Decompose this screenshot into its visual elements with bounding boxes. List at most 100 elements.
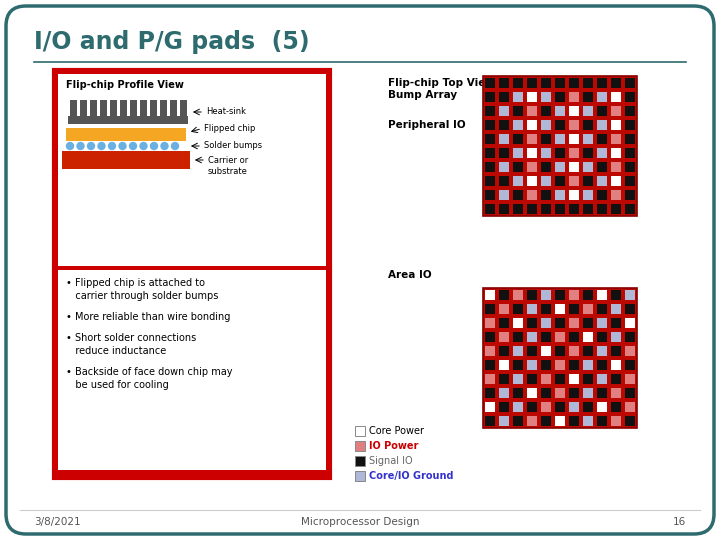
Bar xyxy=(569,318,580,328)
Bar xyxy=(569,332,580,342)
Bar xyxy=(554,120,565,130)
Bar xyxy=(499,374,509,384)
Bar xyxy=(526,176,537,186)
Bar xyxy=(554,92,565,102)
Bar xyxy=(541,346,552,356)
Bar xyxy=(541,388,552,399)
Bar xyxy=(597,360,607,370)
Bar xyxy=(54,70,330,478)
Bar xyxy=(541,332,552,342)
Bar xyxy=(625,416,635,426)
Bar xyxy=(625,204,635,214)
Bar xyxy=(569,78,580,89)
Bar xyxy=(485,388,495,399)
Text: Carrier or
substrate: Carrier or substrate xyxy=(208,156,248,176)
Bar xyxy=(625,176,635,186)
Text: Core/IO Ground: Core/IO Ground xyxy=(369,471,454,481)
Bar xyxy=(582,92,593,102)
Bar xyxy=(597,416,607,426)
Circle shape xyxy=(150,143,158,150)
Bar xyxy=(526,190,537,200)
Bar xyxy=(582,78,593,89)
Bar xyxy=(68,116,188,124)
Bar xyxy=(554,161,565,172)
Text: Signal IO: Signal IO xyxy=(369,456,413,466)
Bar xyxy=(499,120,509,130)
Bar xyxy=(485,374,495,384)
Bar xyxy=(513,416,523,426)
Bar xyxy=(526,289,537,300)
Bar xyxy=(611,78,621,89)
Bar xyxy=(485,416,495,426)
Bar xyxy=(541,147,552,158)
Bar xyxy=(160,100,167,118)
Bar xyxy=(513,289,523,300)
Bar xyxy=(513,360,523,370)
Bar xyxy=(569,106,580,116)
Bar xyxy=(541,161,552,172)
Bar xyxy=(611,176,621,186)
Text: Solder bumps: Solder bumps xyxy=(204,141,262,151)
Bar xyxy=(611,346,621,356)
Bar xyxy=(597,120,607,130)
Bar xyxy=(611,318,621,328)
Text: Area IO: Area IO xyxy=(388,270,431,280)
Circle shape xyxy=(161,143,168,150)
Bar xyxy=(513,402,523,413)
Text: Bump Array: Bump Array xyxy=(388,90,457,100)
Bar xyxy=(554,346,565,356)
Bar xyxy=(569,176,580,186)
Bar xyxy=(541,134,552,144)
Bar xyxy=(541,120,552,130)
Bar xyxy=(110,100,117,118)
Bar xyxy=(569,92,580,102)
Bar xyxy=(355,441,365,451)
Bar xyxy=(582,147,593,158)
Bar xyxy=(499,318,509,328)
Bar xyxy=(597,134,607,144)
Bar xyxy=(513,388,523,399)
Bar xyxy=(90,100,97,118)
Bar xyxy=(611,147,621,158)
Bar xyxy=(625,120,635,130)
Bar xyxy=(625,134,635,144)
Bar xyxy=(554,204,565,214)
Bar xyxy=(499,78,509,89)
Bar xyxy=(569,161,580,172)
Bar xyxy=(569,374,580,384)
Bar xyxy=(526,92,537,102)
Bar xyxy=(355,426,365,436)
Bar xyxy=(541,92,552,102)
Bar xyxy=(485,92,495,102)
Bar xyxy=(554,303,565,314)
Bar xyxy=(485,289,495,300)
Bar xyxy=(513,318,523,328)
Text: • Backside of face down chip may
   be used for cooling: • Backside of face down chip may be used… xyxy=(66,367,233,390)
Bar xyxy=(597,176,607,186)
Bar xyxy=(485,402,495,413)
Bar xyxy=(569,303,580,314)
Bar xyxy=(582,161,593,172)
Bar xyxy=(597,289,607,300)
Bar xyxy=(554,374,565,384)
Bar xyxy=(582,176,593,186)
Bar xyxy=(66,128,186,141)
Bar xyxy=(355,471,365,481)
Circle shape xyxy=(88,143,94,150)
Bar xyxy=(554,106,565,116)
Text: Core Power: Core Power xyxy=(369,426,424,436)
Circle shape xyxy=(130,143,137,150)
Circle shape xyxy=(171,143,179,150)
Text: • Flipped chip is attached to
   carrier through solder bumps: • Flipped chip is attached to carrier th… xyxy=(66,278,218,301)
Bar xyxy=(625,106,635,116)
Bar xyxy=(611,303,621,314)
Bar xyxy=(526,388,537,399)
Bar xyxy=(499,134,509,144)
Bar xyxy=(597,92,607,102)
Bar xyxy=(541,106,552,116)
Bar xyxy=(554,388,565,399)
Bar xyxy=(513,204,523,214)
Bar xyxy=(582,318,593,328)
Bar xyxy=(625,78,635,89)
Bar xyxy=(513,92,523,102)
